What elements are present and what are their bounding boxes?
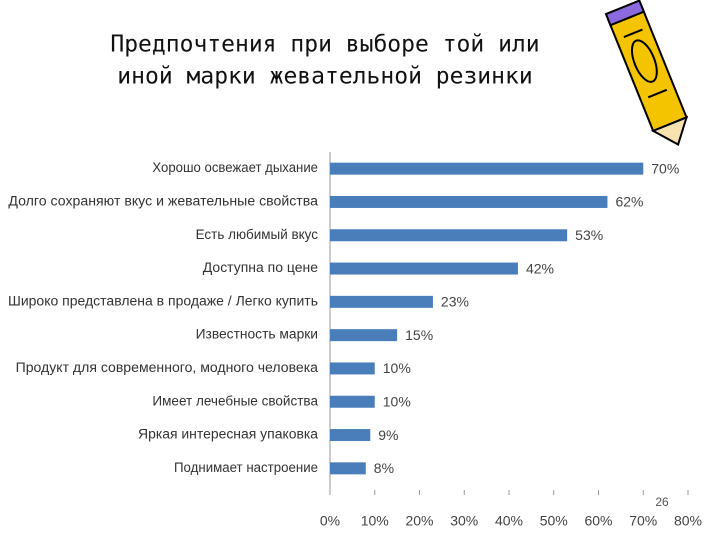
- bar: [330, 429, 371, 442]
- x-tick-label: 50%: [540, 513, 568, 529]
- value-label: 15%: [405, 327, 433, 343]
- x-tick-label: 30%: [450, 513, 478, 529]
- category-label: Хорошо освежает дыхание: [152, 160, 318, 175]
- title-line: иной марки жевательной резинки: [117, 64, 532, 90]
- bar: [330, 462, 366, 475]
- x-tick-label: 0%: [320, 513, 340, 529]
- category-label: Продукт для современного, модного челове…: [16, 360, 319, 375]
- value-label: 9%: [378, 427, 398, 443]
- category-label: Известность марки: [196, 327, 318, 342]
- value-label: 10%: [383, 393, 411, 409]
- bar: [330, 195, 608, 208]
- slide-number: 26: [655, 495, 669, 509]
- value-label: 53%: [575, 227, 603, 243]
- bar: [330, 395, 375, 408]
- x-tick-label: 10%: [361, 513, 389, 529]
- x-tick-label: 70%: [629, 513, 657, 529]
- value-label: 62%: [615, 194, 643, 210]
- category-label: Широко представлена в продаже / Легко ку…: [8, 293, 318, 308]
- bar: [330, 295, 433, 308]
- x-tick-label: 80%: [674, 513, 702, 529]
- x-tick-label: 20%: [405, 513, 433, 529]
- value-label: 70%: [651, 160, 679, 176]
- value-label: 10%: [383, 360, 411, 376]
- value-label: 8%: [374, 460, 394, 476]
- x-tick-label: 60%: [584, 513, 612, 529]
- category-label: Поднимает настроение: [174, 460, 318, 475]
- category-label: Есть любимый вкус: [196, 227, 319, 242]
- x-tick-label: 40%: [495, 513, 523, 529]
- bar: [330, 162, 644, 175]
- category-label: Яркая интересная упаковка: [138, 427, 319, 442]
- bar: [330, 362, 375, 375]
- bar: [330, 262, 518, 275]
- bar: [330, 229, 568, 242]
- bar: [330, 329, 398, 342]
- value-label: 42%: [526, 260, 554, 276]
- pencil-decoration: [604, 0, 689, 147]
- category-label: Имеет лечебные свойства: [152, 393, 318, 408]
- value-label: 23%: [441, 294, 469, 310]
- title-line: Предпочтения при выборе той или: [110, 32, 539, 58]
- category-label: Доступна по цене: [203, 260, 318, 275]
- category-label: Долго сохраняют вкус и жевательные свойс…: [8, 194, 318, 209]
